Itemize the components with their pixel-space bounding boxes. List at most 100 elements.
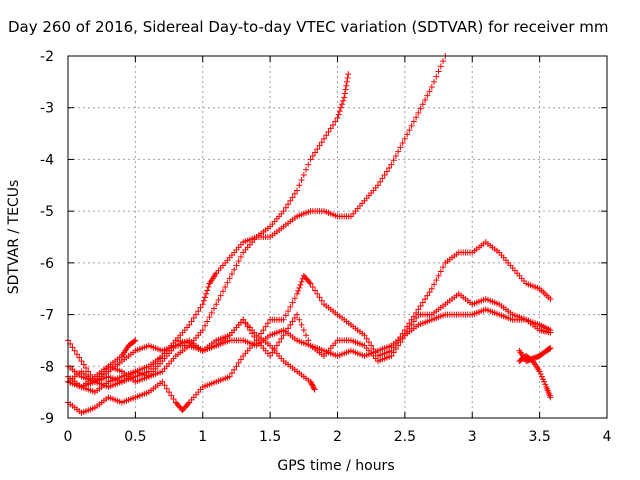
data-point: [285, 325, 292, 332]
data-point: [390, 157, 397, 164]
data-point: [340, 97, 347, 104]
data-point: [307, 378, 314, 385]
data-point: [203, 290, 210, 297]
data-point: [280, 208, 287, 215]
data-point: [310, 383, 317, 390]
data-point: [280, 316, 287, 323]
data-point: [309, 152, 316, 159]
data-point: [337, 104, 344, 111]
data-point: [361, 332, 368, 339]
data-point: [163, 385, 170, 392]
data-point: [336, 108, 343, 115]
data-point: [537, 371, 544, 378]
data-marks: [65, 53, 554, 416]
x-tick-label: 0: [64, 429, 73, 445]
data-point: [233, 363, 240, 370]
data-point: [318, 297, 325, 304]
data-point: [298, 278, 305, 285]
data-point: [538, 373, 545, 380]
data-point: [392, 346, 399, 353]
data-point: [300, 171, 307, 178]
data-point: [228, 370, 235, 377]
data-point: [413, 315, 420, 322]
data-point: [132, 337, 139, 344]
data-point: [199, 301, 206, 308]
series-8: [516, 352, 554, 401]
data-point: [231, 266, 238, 273]
data-point: [287, 303, 294, 310]
data-point: [311, 386, 318, 393]
data-point: [287, 321, 294, 328]
data-point: [316, 294, 323, 301]
data-point: [85, 368, 92, 375]
data-point: [131, 338, 138, 345]
series-7: [65, 337, 139, 390]
data-point: [424, 292, 431, 299]
x-tick-label: 3: [468, 429, 477, 445]
data-point: [413, 114, 420, 121]
data-point: [368, 342, 375, 349]
data-point: [426, 88, 433, 95]
x-tick-label: 0.5: [124, 429, 146, 445]
data-point: [298, 321, 305, 328]
data-point: [260, 327, 267, 334]
x-axis-label: GPS time / hours: [277, 458, 394, 474]
data-point: [433, 73, 440, 80]
data-point: [219, 288, 226, 295]
data-point: [335, 111, 342, 118]
data-point: [71, 347, 78, 354]
data-point: [291, 190, 298, 197]
data-point: [224, 279, 231, 286]
data-point: [228, 271, 235, 278]
data-point: [87, 371, 94, 378]
data-point: [267, 352, 274, 359]
data-point: [547, 296, 554, 303]
data-point: [381, 171, 388, 178]
y-tick-label: -6: [40, 256, 54, 272]
data-point: [185, 400, 192, 407]
data-point: [327, 125, 334, 132]
data-point: [312, 287, 319, 294]
data-point: [318, 139, 325, 146]
data-point: [208, 309, 215, 316]
y-tick-label: -5: [40, 204, 54, 220]
data-point: [217, 292, 224, 299]
data-point: [314, 146, 321, 153]
data-point: [294, 311, 301, 318]
data-point: [80, 361, 87, 368]
data-point: [295, 287, 302, 294]
y-tick-label: -9: [40, 411, 54, 427]
data-point: [437, 268, 444, 275]
data-point: [377, 178, 384, 185]
data-point: [200, 297, 207, 304]
data-point: [215, 296, 222, 303]
data-point: [342, 86, 349, 93]
data-point: [307, 156, 314, 163]
data-point: [408, 122, 415, 129]
x-tick-label: 4: [603, 429, 612, 445]
data-point: [379, 175, 386, 182]
series-3: [65, 239, 554, 416]
data-point: [417, 105, 424, 112]
data-point: [190, 315, 197, 322]
data-point: [383, 168, 390, 175]
data-point: [314, 290, 321, 297]
data-point: [435, 68, 442, 75]
data-point: [334, 115, 341, 122]
x-tick-label: 2.5: [394, 429, 416, 445]
data-point: [296, 316, 303, 323]
data-point: [300, 327, 307, 334]
data-point: [308, 381, 315, 388]
data-point: [210, 305, 217, 312]
data-point: [289, 194, 296, 201]
data-point: [310, 385, 317, 392]
data-point: [341, 90, 348, 97]
data-point: [294, 290, 301, 297]
data-point: [204, 287, 211, 294]
data-point: [303, 332, 310, 339]
data-point: [415, 109, 422, 116]
data-point: [408, 321, 415, 328]
series-9: [516, 345, 554, 365]
data-point: [539, 376, 546, 383]
